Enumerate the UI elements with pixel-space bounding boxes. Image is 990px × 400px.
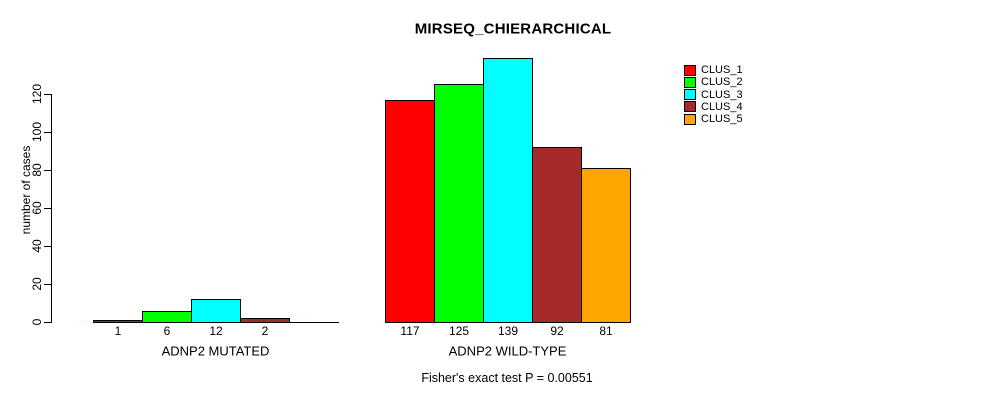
y-axis-tick — [44, 208, 52, 209]
bar-value-label: 1 — [114, 324, 122, 338]
bar-clus_1 — [93, 320, 143, 323]
legend-swatch-clus_2 — [684, 76, 696, 88]
bar-value-label: 81 — [599, 324, 613, 338]
y-axis-tick — [44, 132, 52, 133]
bar-value-label: 92 — [550, 324, 564, 338]
y-axis-tick-label: 100 — [30, 121, 44, 143]
legend-swatch-clus_4 — [684, 101, 696, 113]
bar-clus_1 — [385, 100, 435, 323]
legend-swatch-clus_3 — [684, 89, 696, 101]
legend-row: CLUS_3 — [684, 89, 743, 101]
legend-label: CLUS_5 — [701, 113, 743, 126]
group-label: ADNP2 MUTATED — [161, 343, 270, 359]
y-axis-tick — [44, 246, 52, 247]
y-axis-tick — [44, 322, 52, 323]
bar-value-label: 117 — [400, 324, 420, 338]
bar-value-label: 125 — [448, 324, 470, 338]
bar-clus_2 — [142, 311, 192, 323]
y-axis-label: number of cases — [19, 145, 33, 235]
bar-clus_3 — [191, 299, 241, 323]
legend-row: CLUS_2 — [684, 76, 743, 88]
y-axis-tick-label: 80 — [30, 163, 44, 177]
y-axis-tick-label: 0 — [30, 318, 44, 326]
legend-swatch-clus_1 — [684, 64, 696, 76]
y-axis-tick-label: 120 — [30, 83, 44, 105]
legend-row: CLUS_1 — [684, 64, 743, 76]
y-axis-tick — [44, 170, 52, 171]
bar-value-label: 2 — [261, 324, 269, 338]
legend-label: CLUS_1 — [701, 64, 743, 76]
bar-value-label: 139 — [497, 324, 519, 338]
bar-clus_3 — [483, 58, 533, 323]
y-axis-tick-label: 20 — [30, 277, 44, 291]
annotation-fisher-test: Fisher's exact test P = 0.00551 — [421, 371, 593, 385]
y-axis-tick — [44, 284, 52, 285]
legend-swatch-clus_5 — [684, 113, 696, 125]
legend-label: CLUS_2 — [701, 76, 743, 89]
legend-label: CLUS_3 — [701, 88, 743, 101]
legend-row: CLUS_4 — [684, 101, 743, 113]
bar-clus_4 — [240, 318, 290, 323]
legend-row: CLUS_5 — [684, 113, 743, 125]
y-axis-tick-label: 60 — [30, 201, 44, 215]
bar-value-label: 12 — [209, 324, 223, 338]
y-axis-tick-label: 40 — [30, 239, 44, 253]
legend-label: CLUS_4 — [701, 100, 743, 113]
bar-clus_5 — [581, 168, 631, 323]
y-axis-tick — [44, 94, 52, 95]
bar-clus_4 — [532, 147, 582, 323]
group-label: ADNP2 WILD-TYPE — [448, 343, 567, 359]
chart-title: MIRSEQ_CHIERARCHICAL — [414, 20, 612, 38]
bar-clus_2 — [434, 84, 484, 323]
bar-value-label: 6 — [163, 324, 171, 338]
